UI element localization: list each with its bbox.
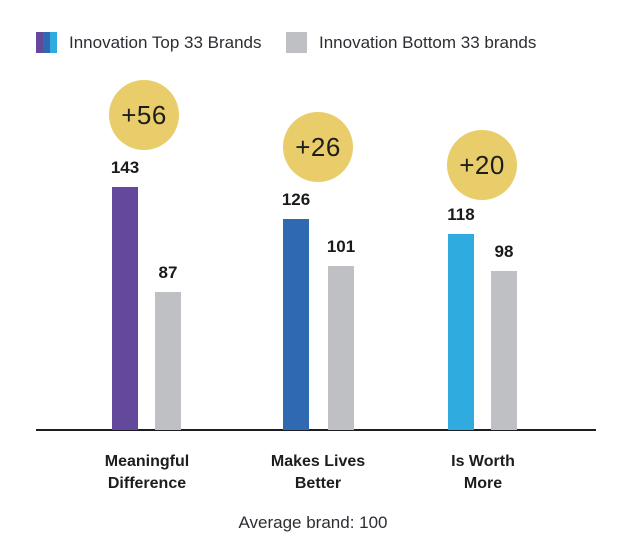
- category-label-is-worth-more: Is Worth More: [403, 451, 563, 495]
- bar-bottom-is-worth-more: [491, 271, 517, 430]
- bar-column-top-is-worth-more: 118: [421, 205, 501, 430]
- legend-swatch-bottom-brands: [286, 32, 307, 53]
- bar-column-top-makes-lives-better: 126: [256, 190, 336, 430]
- delta-badge-makes-lives-better: +26: [283, 112, 353, 182]
- category-line: Meaningful: [104, 453, 190, 470]
- bar-top-meaningful-difference: [112, 187, 138, 430]
- bar-bottom-meaningful-difference: [155, 292, 181, 430]
- category-line: Better: [294, 475, 342, 492]
- delta-value: +20: [459, 149, 505, 180]
- bar-value-label: 143: [110, 158, 140, 177]
- legend-swatch-top-brands: [36, 32, 57, 53]
- bar-column-bottom-makes-lives-better: 101: [301, 237, 381, 430]
- legend-label-bottom-brands: Innovation Bottom 33 brands: [319, 32, 537, 52]
- delta-value: +56: [121, 99, 167, 130]
- bar-top-is-worth-more: [448, 234, 474, 430]
- bar-value-label: 101: [326, 237, 356, 256]
- legend-label-top-brands: Innovation Top 33 Brands: [69, 32, 262, 52]
- bar-column-bottom-is-worth-more: 98: [464, 242, 544, 430]
- legend-item-bottom-brands: Innovation Bottom 33 brands: [286, 32, 536, 53]
- category-label-meaningful-difference: Meaningful Difference: [67, 451, 227, 495]
- bar-column-top-meaningful-difference: 143: [85, 158, 165, 430]
- bar-value-label: 118: [447, 205, 475, 224]
- delta-badge-meaningful-difference: +56: [109, 80, 179, 150]
- bar-value-label: 126: [281, 190, 311, 209]
- category-line: Makes Lives: [270, 453, 366, 470]
- category-line: Is Worth: [451, 453, 515, 470]
- bar-column-bottom-meaningful-difference: 87: [128, 263, 208, 430]
- delta-value: +26: [295, 131, 341, 162]
- bar-value-label: 98: [494, 242, 514, 261]
- average-brand-footnote: Average brand: 100: [238, 513, 388, 532]
- category-label-makes-lives-better: Makes Lives Better: [238, 451, 398, 495]
- category-line: More: [463, 475, 503, 492]
- delta-badge-is-worth-more: +20: [447, 130, 517, 200]
- legend-item-top-brands: Innovation Top 33 Brands: [36, 32, 262, 53]
- x-axis-line: [36, 429, 596, 431]
- bar-top-makes-lives-better: [283, 219, 309, 430]
- category-line: Difference: [107, 475, 187, 492]
- bar-bottom-makes-lives-better: [328, 266, 354, 430]
- bar-value-label: 87: [158, 263, 178, 282]
